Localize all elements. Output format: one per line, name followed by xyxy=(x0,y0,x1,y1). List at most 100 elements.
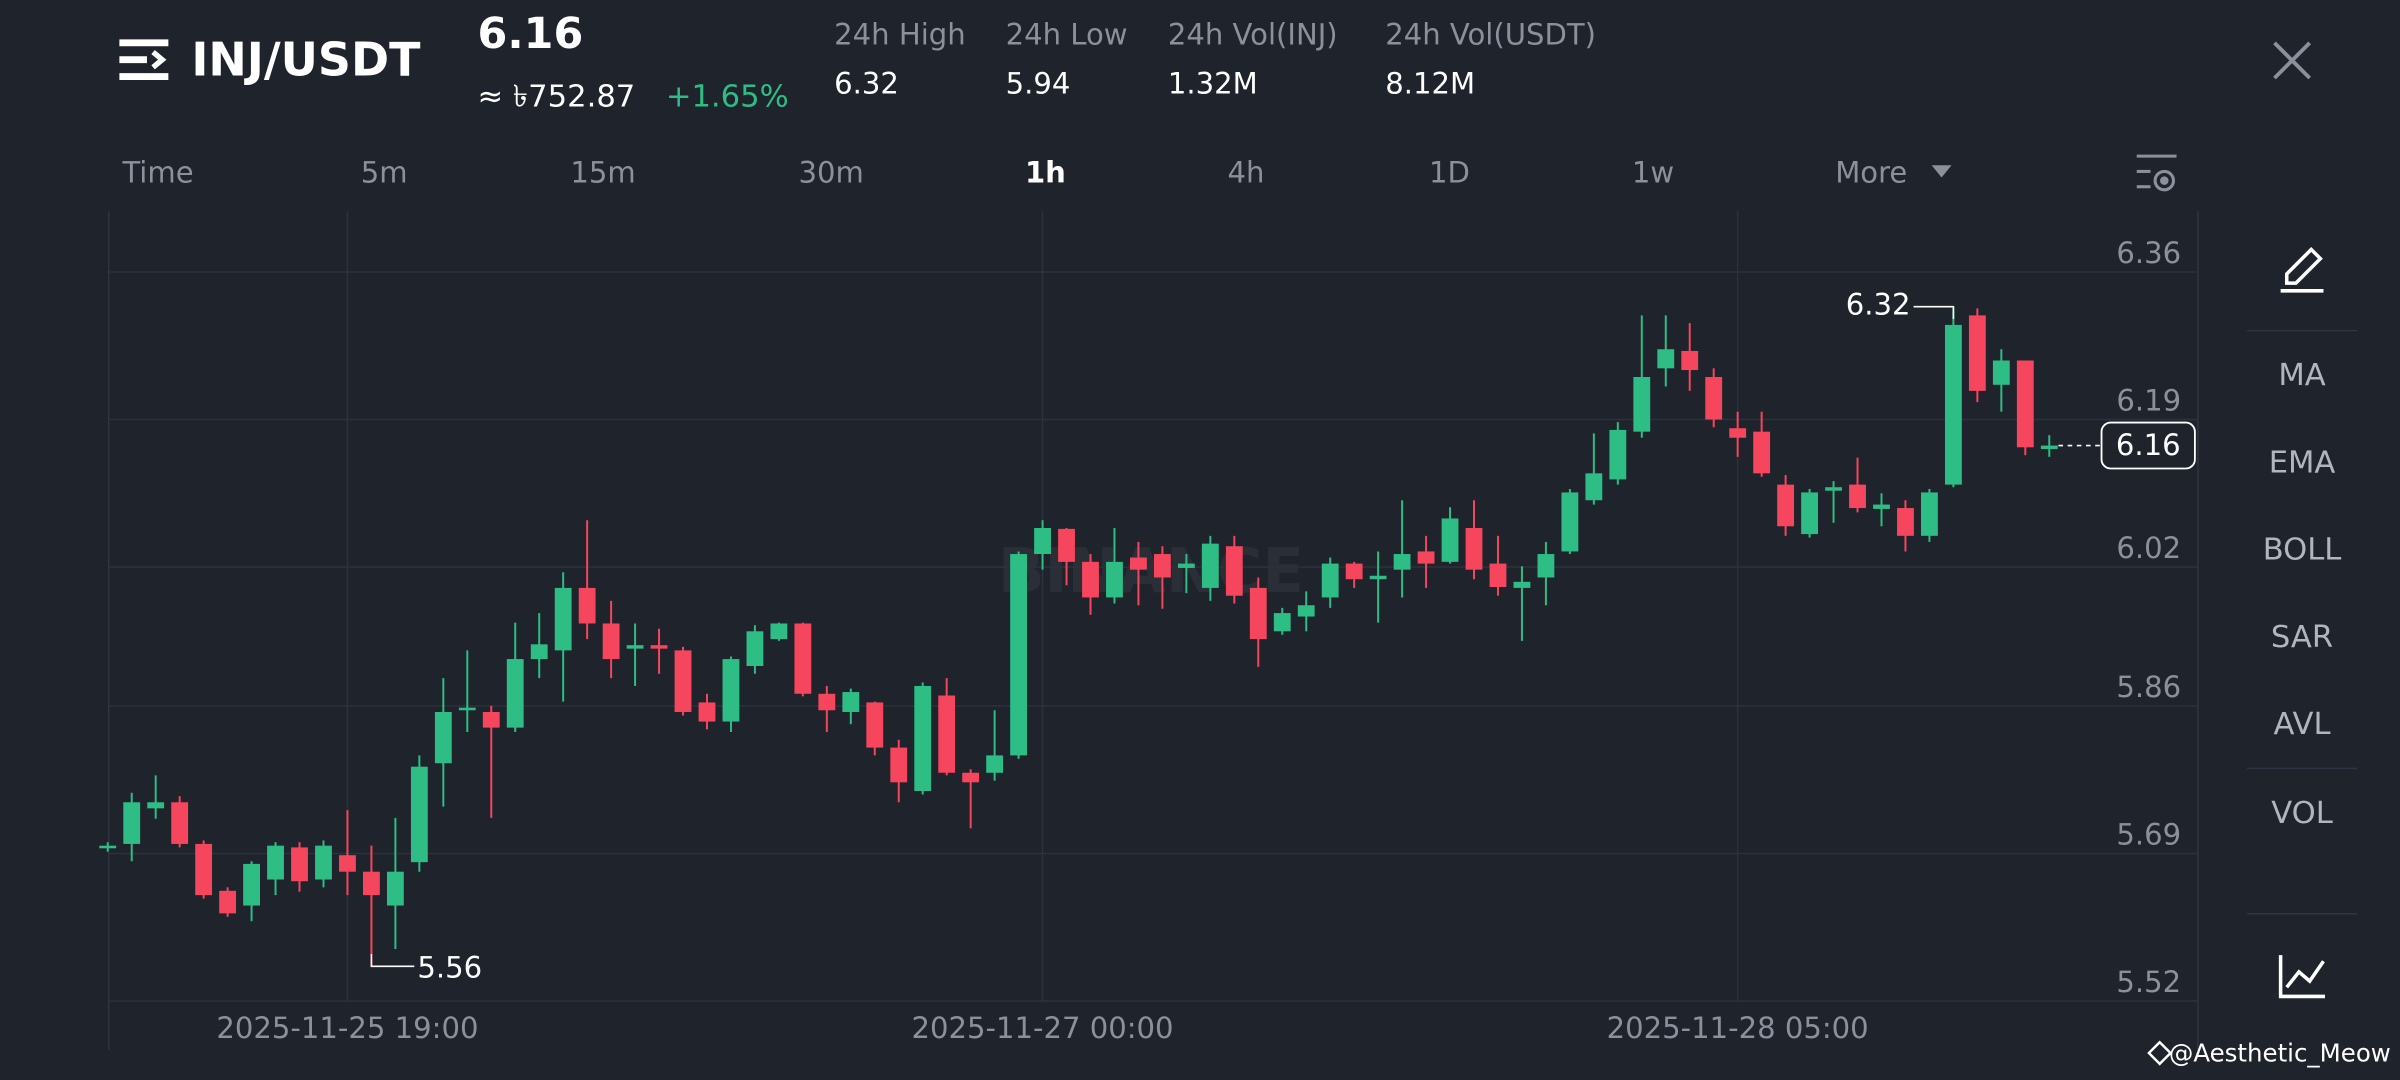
candle-body xyxy=(1992,360,2010,385)
stat-value: 6.32 xyxy=(834,67,899,101)
candle-body xyxy=(195,843,213,896)
y-tick-label: 6.02 xyxy=(2116,531,2181,565)
stat-label: 24h Vol(INJ) xyxy=(1168,18,1338,52)
low-marker xyxy=(370,954,415,968)
tab[interactable]: More xyxy=(1835,155,1907,189)
x-tick-label: 2025-11-28 05:00 xyxy=(1607,1011,1869,1045)
candle-body xyxy=(2040,445,2058,450)
candle-body xyxy=(506,659,524,728)
tab[interactable]: 1w xyxy=(1632,155,1674,189)
candle-body xyxy=(842,692,860,713)
stat-label: 24h High xyxy=(834,18,966,52)
indicator[interactable]: EMA xyxy=(2269,445,2336,480)
tab[interactable]: Time xyxy=(121,155,193,189)
candle-body xyxy=(1633,376,1651,432)
candle-body xyxy=(1417,551,1435,564)
candle-body xyxy=(1825,487,1842,491)
low-label: 5.56 xyxy=(417,950,482,984)
tab[interactable]: 15m xyxy=(570,155,635,189)
tab[interactable]: 4h xyxy=(1227,155,1264,189)
candle-body xyxy=(1944,324,1962,485)
candle-body xyxy=(1537,554,1555,578)
candle-body xyxy=(674,650,692,713)
candle-body xyxy=(267,845,284,880)
candle-body xyxy=(458,707,476,711)
candle-body xyxy=(1801,492,1818,535)
candle-body xyxy=(1921,492,1938,536)
candle-body xyxy=(722,659,740,722)
candle-body xyxy=(890,747,908,783)
credit: @Aesthetic_Meow xyxy=(2169,1039,2391,1068)
candle-body xyxy=(626,645,644,649)
candle-body xyxy=(1729,428,1747,438)
chart-type-icon[interactable] xyxy=(2278,955,2325,999)
candle-body xyxy=(746,631,764,667)
x-tick-label: 2025-11-25 19:00 xyxy=(216,1011,478,1045)
candle-body xyxy=(171,802,189,844)
candle-body xyxy=(866,702,884,748)
tab[interactable]: 1D xyxy=(1429,155,1470,189)
candle-body xyxy=(962,772,980,783)
candle-body xyxy=(1465,528,1483,570)
candle-body xyxy=(1058,528,1075,562)
candle-body xyxy=(1369,575,1387,580)
stat-value: 1.32M xyxy=(1168,67,1258,101)
candle-body xyxy=(386,871,404,906)
indicator[interactable]: SAR xyxy=(2271,620,2333,655)
tab[interactable]: 5m xyxy=(361,155,408,189)
candle-body xyxy=(1897,508,1914,536)
candle-body xyxy=(1177,563,1195,568)
close-button[interactable] xyxy=(2273,41,2312,80)
candle-body xyxy=(1297,605,1315,617)
candle-body xyxy=(1082,561,1099,598)
indicator[interactable]: AVL xyxy=(2274,707,2331,742)
candle-body xyxy=(1705,376,1723,420)
candle-body xyxy=(1345,563,1363,580)
candle-body xyxy=(1849,484,1866,509)
x-tick-label: 2025-11-27 00:00 xyxy=(912,1011,1174,1045)
menu-icon[interactable] xyxy=(119,39,169,80)
stat-value: 8.12M xyxy=(1385,67,1475,101)
candle-body xyxy=(1609,429,1627,480)
candle-body xyxy=(1657,349,1675,369)
last-price-label: 6.16 xyxy=(2116,428,2181,462)
high-marker xyxy=(1913,305,1955,319)
draw-tool-icon[interactable] xyxy=(2280,247,2324,293)
stat-label: 24h Low xyxy=(1006,18,1128,52)
pair: INJ/USDT xyxy=(191,32,421,86)
fiat-price: ≈ ৳752.87 xyxy=(478,79,636,114)
indicator[interactable]: BOLL xyxy=(2263,533,2342,568)
candle-body xyxy=(794,623,812,694)
candle-body xyxy=(1153,554,1171,578)
indicator[interactable]: MA xyxy=(2278,358,2325,393)
candle-body xyxy=(1393,554,1411,570)
tab[interactable]: 1h xyxy=(1025,155,1066,189)
candle-body xyxy=(1681,350,1699,371)
candle-body xyxy=(1130,557,1147,570)
candle-body xyxy=(938,695,956,773)
candle-body xyxy=(1010,554,1028,756)
y-tick-label: 6.36 xyxy=(2116,236,2181,270)
candle-body xyxy=(482,712,500,728)
candle-body xyxy=(2016,360,2034,448)
candle-body xyxy=(363,871,380,896)
settings-icon[interactable] xyxy=(2136,154,2177,192)
candle-body xyxy=(698,702,716,722)
candle-body xyxy=(914,685,932,791)
change: +1.65% xyxy=(666,79,789,114)
candle-body xyxy=(1273,613,1291,632)
candle-body xyxy=(1585,473,1603,501)
candle-body xyxy=(578,587,596,624)
candle-body xyxy=(1489,563,1507,588)
candle-body xyxy=(818,693,836,711)
high-label: 6.32 xyxy=(1846,288,1911,322)
candle-body xyxy=(1561,492,1579,552)
y-tick-label: 5.52 xyxy=(2116,965,2181,999)
dropdown-arrow xyxy=(1931,165,1952,178)
candle-body xyxy=(243,863,260,906)
candle-body xyxy=(1106,561,1123,598)
candle-body xyxy=(554,587,572,651)
indicator[interactable]: VOL xyxy=(2271,796,2333,831)
tab[interactable]: 30m xyxy=(798,155,863,189)
candle-body xyxy=(410,766,428,863)
